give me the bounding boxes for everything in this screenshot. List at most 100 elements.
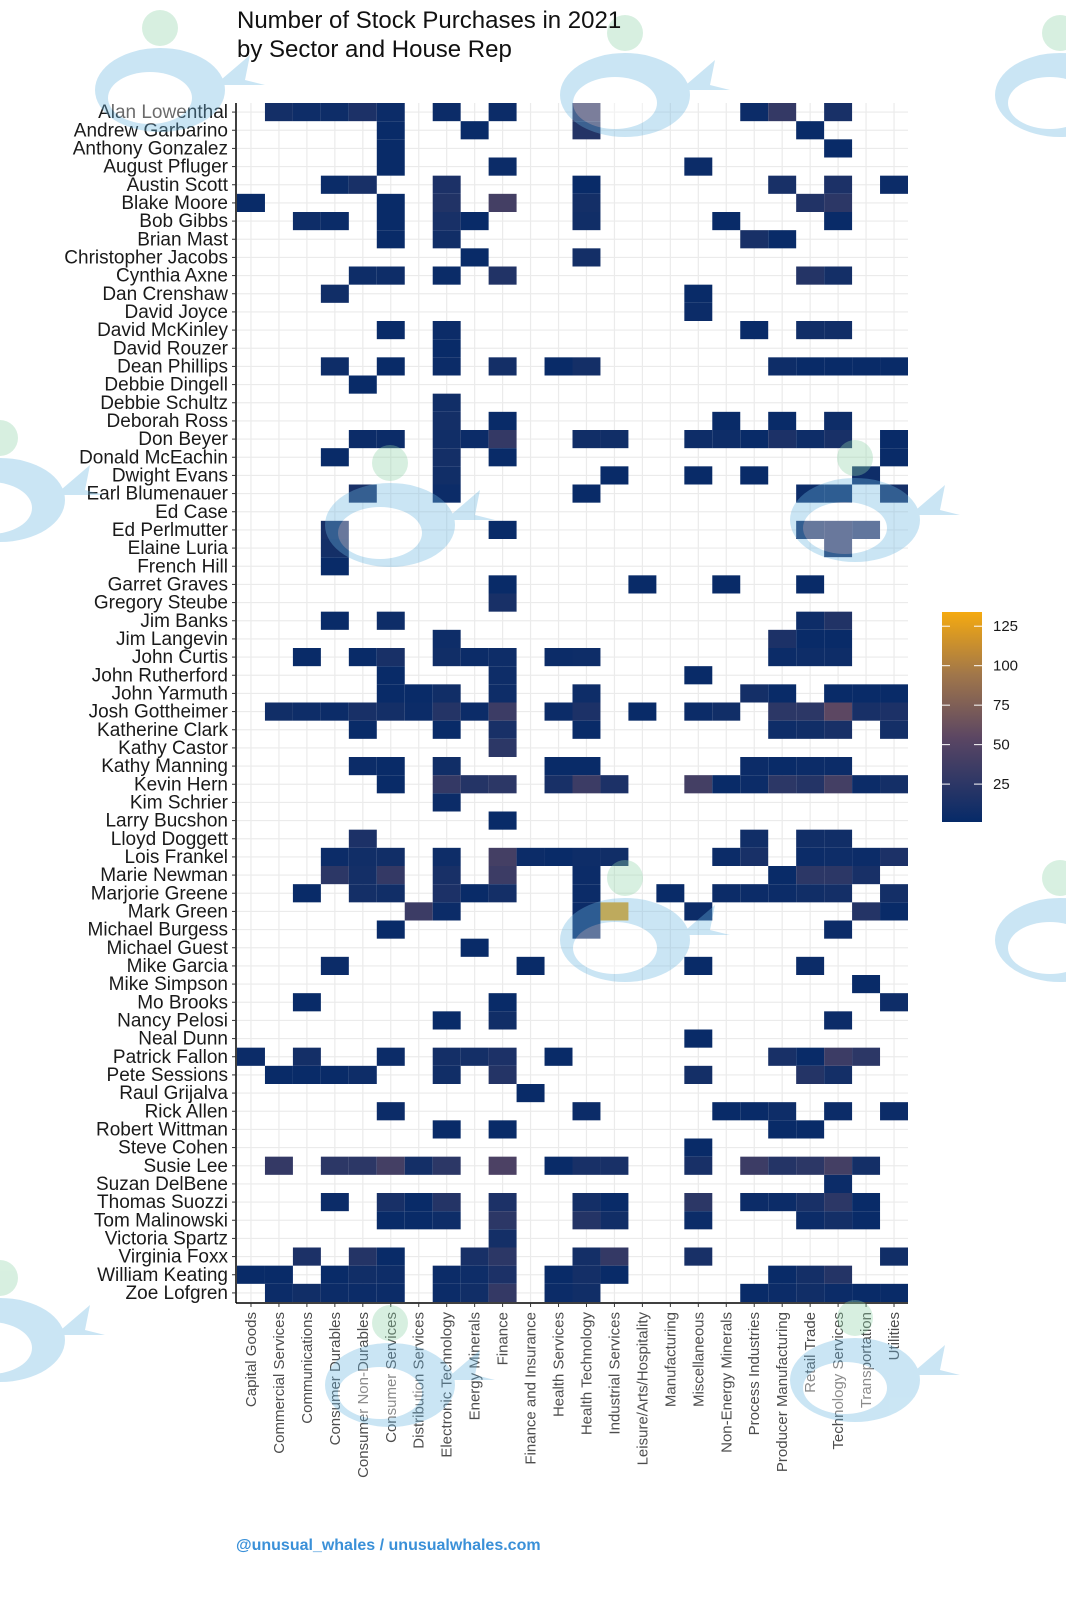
- heatmap-cell: [880, 1102, 908, 1121]
- heatmap-cell: [852, 975, 881, 994]
- y-tick-label: Lloyd Doggett: [111, 829, 229, 850]
- heatmap-cell: [488, 866, 517, 885]
- heatmap-cell: [432, 866, 461, 885]
- heatmap-cell: [852, 1283, 881, 1302]
- heatmap-cell: [768, 684, 797, 703]
- heatmap-cell: [572, 902, 601, 921]
- heatmap-cell: [684, 302, 713, 321]
- heatmap-cell: [376, 212, 405, 231]
- heatmap-cell: [572, 775, 601, 794]
- heatmap-cell: [404, 1211, 433, 1230]
- heatmap-cell: [488, 1283, 517, 1302]
- heatmap-cell: [572, 866, 601, 885]
- heatmap-cell: [796, 1265, 825, 1284]
- whale-icon: [0, 1260, 105, 1382]
- heatmap-cell: [320, 539, 349, 558]
- heatmap-cell: [488, 193, 517, 212]
- heatmap-cell: [348, 1247, 377, 1266]
- heatmap-cell: [740, 847, 769, 866]
- y-tick-label: Kathy Castor: [118, 738, 228, 759]
- heatmap-cell: [320, 1265, 349, 1284]
- heatmap-cell: [824, 1102, 853, 1121]
- heatmap-cell: [796, 1283, 825, 1302]
- heatmap-cell: [320, 866, 349, 885]
- heatmap-cell: [600, 1265, 629, 1284]
- heatmap-cell: [516, 847, 545, 866]
- heatmap-cell: [796, 956, 825, 975]
- y-tick-label: Kathy Manning: [101, 756, 228, 777]
- y-tick-label: William Keating: [97, 1265, 228, 1286]
- heatmap-cell: [852, 866, 881, 885]
- heatmap-cell: [572, 193, 601, 212]
- y-tick-label: Don Beyer: [138, 429, 228, 450]
- heatmap-cell: [460, 121, 489, 140]
- heatmap-cell: [572, 103, 601, 122]
- y-tick-label: French Hill: [137, 556, 228, 577]
- heatmap-cell: [432, 793, 461, 812]
- heatmap-cell: [796, 757, 825, 776]
- heatmap-cell: [432, 648, 461, 667]
- heatmap-cell: [376, 866, 405, 885]
- heatmap-cell: [852, 1047, 881, 1066]
- x-tick-label: Communications: [299, 1312, 316, 1424]
- heatmap-cell: [600, 1156, 629, 1175]
- heatmap-cell: [796, 648, 825, 667]
- heatmap-cell: [796, 121, 825, 140]
- heatmap-cell: [796, 847, 825, 866]
- heatmap-cell: [740, 466, 769, 485]
- heatmap-cell: [432, 411, 461, 430]
- heatmap-cell: [824, 430, 853, 449]
- heatmap-cell: [376, 757, 405, 776]
- heatmap-cell: [488, 666, 517, 685]
- x-tick-label: Retail Trade: [802, 1312, 819, 1393]
- heatmap-cell: [852, 1211, 881, 1230]
- heatmap-cell: [488, 1120, 517, 1139]
- heatmap-cell: [768, 757, 797, 776]
- heatmap-cell: [544, 1156, 573, 1175]
- heatmap-cell: [880, 902, 908, 921]
- heatmap-cell: [740, 230, 769, 249]
- heatmap-cell: [684, 1065, 713, 1084]
- heatmap-cell: [824, 920, 853, 939]
- heatmap-cell: [237, 193, 265, 212]
- heatmap-cell: [768, 411, 797, 430]
- y-tick-label: Thomas Suozzi: [97, 1192, 228, 1213]
- heatmap-cell: [376, 121, 405, 140]
- y-tick-label: Mo Brooks: [137, 992, 228, 1013]
- heatmap-cell: [376, 230, 405, 249]
- heatmap-cell: [796, 1065, 825, 1084]
- heatmap-cell: [460, 775, 489, 794]
- heatmap-cell: [348, 375, 377, 394]
- y-tick-label: Larry Bucshon: [105, 811, 228, 832]
- y-tick-label: Brian Mast: [137, 229, 229, 250]
- y-tick-label: Anthony Gonzalez: [73, 138, 228, 159]
- heatmap-cell: [880, 993, 908, 1012]
- heatmap-cell: [796, 829, 825, 848]
- y-tick-label: John Curtis: [132, 647, 228, 668]
- heatmap-cell: [488, 157, 517, 176]
- heatmap-cell: [460, 938, 489, 957]
- heatmap-cell: [768, 629, 797, 648]
- heatmap-cell: [712, 411, 741, 430]
- heatmap-cell: [488, 993, 517, 1012]
- heatmap-cell: [320, 1065, 349, 1084]
- heatmap-cell: [824, 684, 853, 703]
- heatmap-cell: [516, 956, 545, 975]
- y-tick-label: Victoria Spartz: [105, 1228, 228, 1249]
- footer-credit[interactable]: @unusual_whales / unusualwhales.com: [236, 1537, 541, 1554]
- heatmap-cell: [320, 847, 349, 866]
- heatmap-cell: [432, 1011, 461, 1030]
- y-tick-label: Elaine Luria: [128, 538, 229, 559]
- heatmap-cell: [796, 430, 825, 449]
- heatmap-cell: [432, 757, 461, 776]
- heatmap-cell: [600, 466, 629, 485]
- heatmap-cell: [432, 266, 461, 285]
- heatmap-cell: [768, 1265, 797, 1284]
- heatmap-cell: [684, 1138, 713, 1157]
- whale-icon: [325, 445, 495, 567]
- heatmap-cell: [488, 1011, 517, 1030]
- heatmap-cell: [488, 357, 517, 376]
- heatmap-cell: [376, 103, 405, 122]
- x-tick-label: Health Services: [551, 1312, 568, 1417]
- heatmap-cell: [824, 212, 853, 231]
